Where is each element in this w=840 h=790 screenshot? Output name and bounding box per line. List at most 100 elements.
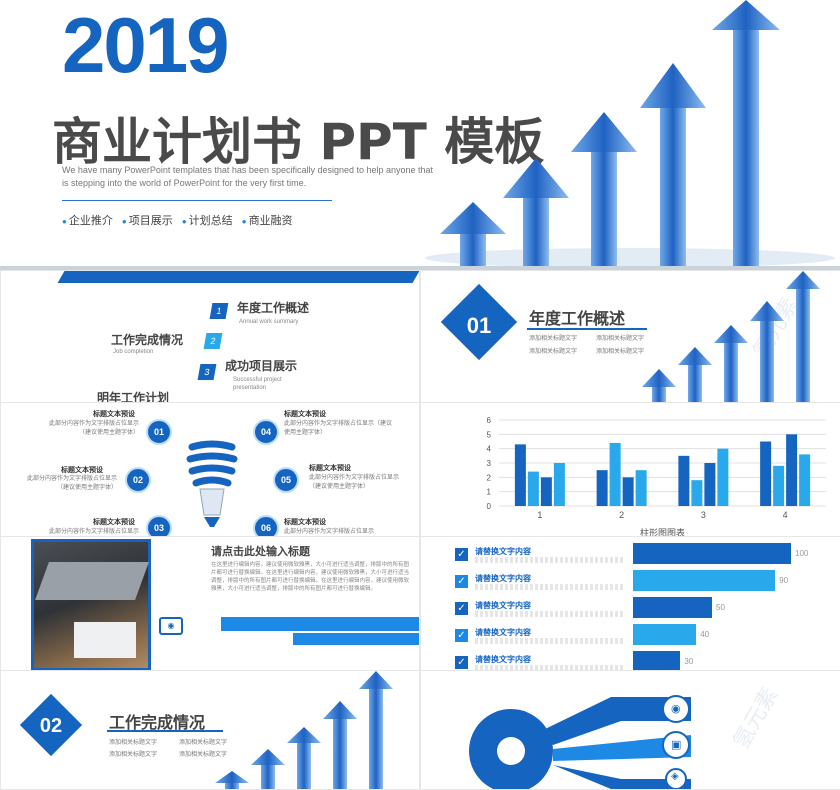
key-diagram-slide: ◉ ▣ ◈ 氢元素: [420, 670, 840, 790]
progress-bar: [633, 597, 712, 618]
y-tick-label: 4: [487, 445, 492, 454]
accent-bar: [221, 617, 419, 631]
laptop-photo: [31, 539, 151, 671]
y-tick-label: 6: [487, 416, 492, 425]
section-underline: [527, 328, 647, 330]
toc-item-title: 成功项目展示: [225, 359, 298, 373]
tag: 项目展示: [122, 215, 173, 227]
toc-item-sub: Annual work summary: [239, 319, 299, 325]
section-title: 年度工作概述: [529, 311, 626, 328]
key-diagram: [469, 695, 691, 789]
section-number: 02: [39, 715, 63, 737]
laptop-keyboard: [35, 562, 149, 600]
checkbox-icon: ✓: [455, 602, 468, 615]
section-02-slide: 02 工作完成情况 添加相关标题文字 添加相关标题文字 添加相关标题文字 添加相…: [0, 670, 420, 790]
bar: [609, 442, 621, 506]
toc-left-sub: Job completion: [113, 349, 154, 355]
hero-divider: [62, 200, 332, 201]
item-badge: 04: [253, 419, 279, 445]
section-bullet: 添加相关标题文字: [109, 740, 158, 746]
section-bullet: 添加相关标题文字: [596, 349, 645, 355]
progress-bar: [633, 543, 791, 564]
bar: [760, 441, 772, 506]
divider-strip: [0, 266, 840, 270]
toc-left-item: 工作完成情况: [111, 333, 184, 347]
toc-item-title: 年度工作概述: [237, 301, 310, 315]
book-icon: ▣: [671, 739, 682, 751]
item-badge: 05: [273, 467, 299, 493]
y-tick-label: 0: [487, 502, 492, 511]
item-badge: 03: [146, 515, 172, 537]
checklist-slide: ✓ 请替换文字内容 100 ✓ 请替换文字内容 90 ✓ 请替换文字内容 50 ✓ 请替换文字内容 4…: [420, 536, 840, 672]
checkbox-icon: ✓: [455, 629, 468, 642]
x-tick-label: 1: [537, 510, 542, 520]
checklist-item-desc: [475, 638, 625, 644]
section-bullet: 添加相关标题文字: [179, 752, 228, 758]
rising-arrows-graphic: [642, 271, 820, 403]
x-tick-label: 3: [701, 510, 706, 520]
bar: [691, 480, 703, 506]
tag: 商业融资: [242, 215, 293, 227]
item-title: 标题文本预设: [284, 519, 326, 526]
y-tick-label: 2: [487, 473, 492, 482]
camera-icon: ◉: [159, 617, 183, 635]
section-bullet: 添加相关标题文字: [529, 349, 578, 355]
bar: [635, 470, 647, 506]
section-title: 工作完成情况: [109, 715, 206, 732]
toc-number: 2: [203, 333, 223, 349]
bar: [704, 463, 716, 506]
toc-number: 1: [209, 303, 229, 319]
checklist-item-desc: [475, 584, 625, 590]
y-tick-label: 1: [487, 488, 492, 497]
laptop-body: 在这里进行编辑内容，建议使用微软雅黑，大小可进行适当调整，排版中的所有图片都可进…: [211, 562, 410, 592]
section-bullet: 添加相关标题文字: [529, 336, 578, 342]
bar: [717, 448, 729, 506]
y-tick-label: 3: [487, 459, 492, 468]
checkbox-icon: ✓: [455, 548, 468, 561]
item-desc: 此部分内容作为文字排版占位显示（建议使用主题字体）: [284, 421, 393, 436]
item-title: 标题文本预设: [284, 411, 326, 418]
item-title: 标题文本预设: [93, 411, 135, 418]
checklist-item-title: 请替换文字内容: [475, 601, 531, 610]
checklist-item-title: 请替换文字内容: [475, 655, 531, 664]
bar: [540, 477, 552, 506]
hero-slide: 2019 商业计划书 PPT 模板 We have many PowerPoin…: [0, 0, 840, 268]
toc-top-bar: [57, 271, 419, 283]
section-bullet: 添加相关标题文字: [596, 336, 645, 342]
toc-number: 3: [197, 364, 217, 380]
section-01-slide: 01 年度工作概述 添加相关标题文字 添加相关标题文字 添加相关标题文字 添加相…: [420, 270, 840, 404]
notepad: [74, 622, 136, 658]
checklist-item-desc: [475, 557, 625, 563]
bar: [786, 434, 798, 506]
rising-arrows-graphic: [425, 0, 835, 268]
bar: [596, 470, 608, 506]
hero-tags: 企业推介 项目展示 计划总结 商业融资: [62, 212, 299, 228]
section-bullet: 添加相关标题文字: [109, 752, 158, 758]
hero-subtitle: We have many PowerPoint templates that h…: [62, 165, 434, 188]
toc-left-item: 明年工作计划: [97, 391, 170, 404]
toc-slide: 工作完成情况 Job completion 明年工作计划 1 年度工作概述 An…: [0, 270, 420, 404]
bar: [514, 444, 526, 506]
x-axis-label: 柱形图图表: [640, 527, 685, 537]
item-desc: 此部分内容作为文字排版占位显示（建议使用主题字体）: [309, 475, 400, 490]
progress-value: 40: [700, 630, 710, 639]
progress-value: 100: [795, 549, 809, 558]
bar: [527, 471, 539, 506]
tag: 企业推介: [62, 215, 113, 227]
y-tick-label: 5: [487, 430, 492, 439]
checklist-item-desc: [475, 665, 625, 671]
rising-arrows-graphic: [215, 671, 393, 789]
bar: [799, 454, 811, 506]
progress-value: 90: [779, 576, 789, 585]
laptop-title: 请点击此处输入标题: [211, 546, 310, 558]
bulb-slide: 01 标题文本预设 此部分内容作为文字排版占位显示（建议使用主题字体） 02 标…: [0, 402, 420, 538]
eye-icon: ◉: [671, 703, 681, 715]
item-title: 标题文本预设: [61, 467, 103, 474]
progress-bar: [633, 624, 697, 645]
toc-item-sub: Successful project presentation: [233, 377, 282, 391]
x-tick-label: 2: [619, 510, 624, 520]
box-icon: ◈: [671, 771, 679, 782]
section-bullet: 添加相关标题文字: [179, 740, 228, 746]
progress-value: 50: [716, 603, 725, 612]
item-desc: 此部分内容作为文字排版占位显示: [284, 529, 375, 535]
